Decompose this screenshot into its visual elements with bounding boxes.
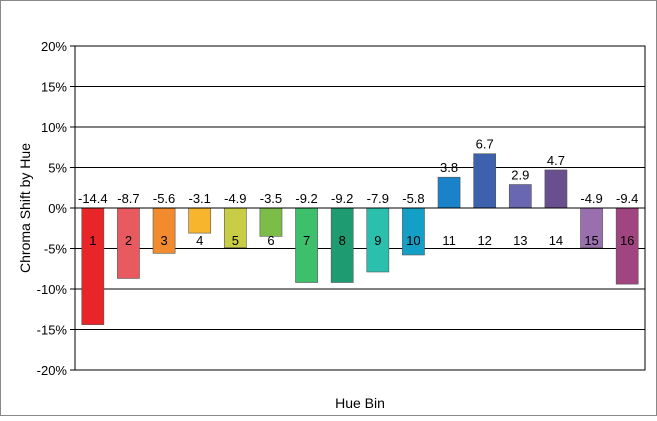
category-label: 10 bbox=[406, 233, 420, 248]
y-tick-label: -10% bbox=[37, 282, 68, 297]
category-label: 4 bbox=[196, 233, 203, 248]
category-label: 12 bbox=[477, 233, 491, 248]
bar-11 bbox=[437, 176, 461, 209]
bars bbox=[81, 153, 639, 325]
value-label: -3.1 bbox=[188, 191, 210, 206]
y-tick-label: 20% bbox=[41, 39, 67, 54]
category-label: 7 bbox=[303, 233, 310, 248]
value-label: -5.6 bbox=[153, 191, 175, 206]
value-label: -4.9 bbox=[224, 191, 246, 206]
bar-13 bbox=[508, 184, 532, 209]
category-label: 5 bbox=[232, 233, 239, 248]
bar-14 bbox=[544, 169, 568, 209]
value-label: -3.5 bbox=[260, 191, 282, 206]
y-tick-label: -20% bbox=[37, 363, 68, 378]
category-label: 16 bbox=[620, 233, 634, 248]
value-label: -5.8 bbox=[402, 191, 424, 206]
y-tick-label: 15% bbox=[41, 80, 67, 95]
value-label: -9.2 bbox=[331, 191, 353, 206]
category-label: 14 bbox=[549, 233, 563, 248]
category-label: 15 bbox=[584, 233, 598, 248]
value-label: 2.9 bbox=[511, 168, 529, 183]
value-label: -7.9 bbox=[367, 191, 389, 206]
value-label: -8.7 bbox=[117, 191, 139, 206]
category-label: 11 bbox=[442, 233, 456, 248]
category-label: 1 bbox=[89, 233, 96, 248]
y-tick-label: 0% bbox=[48, 201, 67, 216]
category-label: 9 bbox=[374, 233, 381, 248]
y-tick-label: -5% bbox=[44, 242, 68, 257]
category-labels: 1 2 3 4 5 6 7 8 9 10 11 12 13 14 15 16 bbox=[89, 233, 634, 248]
bar-4 bbox=[188, 207, 212, 234]
y-axis-label: Chroma Shift by Hue bbox=[17, 143, 33, 273]
category-label: 2 bbox=[125, 233, 132, 248]
category-label: 13 bbox=[513, 233, 527, 248]
category-label: 6 bbox=[267, 233, 274, 248]
y-tick-label: -15% bbox=[37, 323, 68, 338]
y-tick-label: 10% bbox=[41, 120, 67, 135]
y-tick-label: 5% bbox=[48, 161, 67, 176]
y-axis-ticks: 20% 15% 10% 5% 0% -5% -10% -15% -20% bbox=[37, 39, 75, 378]
value-label: 6.7 bbox=[476, 137, 494, 152]
value-label: -9.4 bbox=[616, 191, 638, 206]
value-labels: -14.4 -8.7 -5.6 -3.1 -4.9 -3.5 -9.2 -9.2 -7.9 -5.… bbox=[78, 137, 638, 206]
bar-12 bbox=[473, 153, 497, 209]
value-label: -14.4 bbox=[78, 191, 108, 206]
category-label: 3 bbox=[160, 233, 167, 248]
category-label: 8 bbox=[339, 233, 346, 248]
value-label: -4.9 bbox=[580, 191, 602, 206]
x-axis-label: Hue Bin bbox=[335, 395, 385, 411]
value-label: -9.2 bbox=[295, 191, 317, 206]
value-label: 4.7 bbox=[547, 153, 565, 168]
bar-1 bbox=[81, 207, 105, 325]
value-label: 3.8 bbox=[440, 160, 458, 175]
